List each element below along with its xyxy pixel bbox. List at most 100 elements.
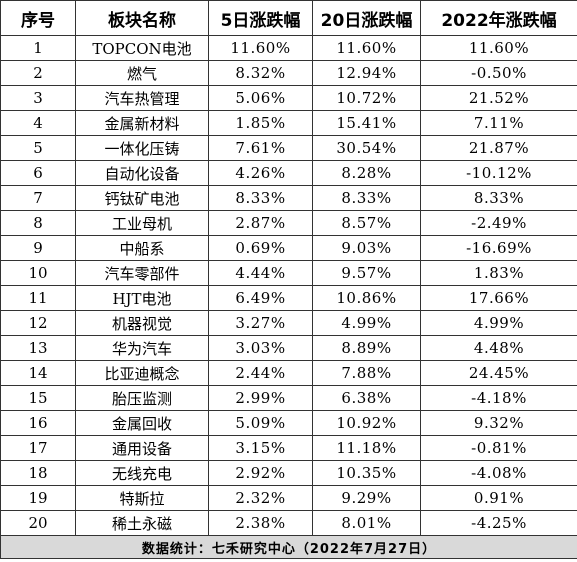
row-index: 18 [0,460,76,486]
row-index: 7 [0,185,76,211]
change-5day: 5.06% [208,85,313,111]
change-20day: 15.41% [312,110,421,136]
row-index: 3 [0,85,76,111]
change-20day: 10.86% [312,285,421,311]
header-2022-change: 2022年涨跌幅 [420,0,577,36]
row-index: 16 [0,410,76,436]
change-2022: 7.11% [420,110,577,136]
change-5day: 11.60% [208,35,313,61]
table-row: 12 机器视觉 3.27% 4.99% 4.99% [0,310,577,336]
change-20day: 8.57% [312,210,421,236]
change-2022: 8.33% [420,185,577,211]
sector-name: TOPCON电池 [75,35,209,61]
change-5day: 5.09% [208,410,313,436]
change-2022: 4.99% [420,310,577,336]
table-row: 3 汽车热管理 5.06% 10.72% 21.52% [0,85,577,111]
change-5day: 0.69% [208,235,313,261]
change-20day: 10.35% [312,460,421,486]
table-row: 8 工业母机 2.87% 8.57% -2.49% [0,210,577,236]
sector-name: 金属回收 [75,410,209,436]
change-5day: 3.27% [208,310,313,336]
table-row: 16 金属回收 5.09% 10.92% 9.32% [0,410,577,436]
header-sector-name: 板块名称 [75,0,209,36]
sector-name: HJT电池 [75,285,209,311]
table-row: 18 无线充电 2.92% 10.35% -4.08% [0,460,577,486]
change-5day: 4.44% [208,260,313,286]
change-2022: 24.45% [420,360,577,386]
change-5day: 6.49% [208,285,313,311]
row-index: 5 [0,135,76,161]
header-row: 序号 板块名称 5日涨跌幅 20日涨跌幅 2022年涨跌幅 [0,0,577,36]
change-20day: 9.57% [312,260,421,286]
change-2022: -10.12% [420,160,577,186]
row-index: 6 [0,160,76,186]
change-5day: 3.15% [208,435,313,461]
table-row: 1 TOPCON电池 11.60% 11.60% 11.60% [0,35,577,61]
change-5day: 1.85% [208,110,313,136]
row-index: 19 [0,485,76,511]
sector-name: 比亚迪概念 [75,360,209,386]
row-index: 2 [0,60,76,86]
change-2022: 0.91% [420,485,577,511]
table-row: 6 自动化设备 4.26% 8.28% -10.12% [0,160,577,186]
change-5day: 2.32% [208,485,313,511]
sector-name: 自动化设备 [75,160,209,186]
change-5day: 7.61% [208,135,313,161]
change-20day: 9.03% [312,235,421,261]
change-2022: 9.32% [420,410,577,436]
sector-name: 通用设备 [75,435,209,461]
change-5day: 2.87% [208,210,313,236]
table-row: 19 特斯拉 2.32% 9.29% 0.91% [0,485,577,511]
change-2022: 11.60% [420,35,577,61]
sector-name: 汽车零部件 [75,260,209,286]
footer-row: 数据统计：七禾研究中心（2022年7月27日） [0,535,577,559]
table-row: 20 稀土永磁 2.38% 8.01% -4.25% [0,510,577,536]
change-20day: 4.99% [312,310,421,336]
change-5day: 3.03% [208,335,313,361]
table-row: 4 金属新材料 1.85% 15.41% 7.11% [0,110,577,136]
sector-name: 金属新材料 [75,110,209,136]
table-row: 5 一体化压铸 7.61% 30.54% 21.87% [0,135,577,161]
row-index: 15 [0,385,76,411]
header-index: 序号 [0,0,76,36]
sector-name: 胎压监测 [75,385,209,411]
table-row: 13 华为汽车 3.03% 8.89% 4.48% [0,335,577,361]
row-index: 12 [0,310,76,336]
change-20day: 11.60% [312,35,421,61]
change-20day: 8.89% [312,335,421,361]
change-20day: 30.54% [312,135,421,161]
change-2022: -4.25% [420,510,577,536]
sector-name: 特斯拉 [75,485,209,511]
change-5day: 8.32% [208,60,313,86]
change-2022: 21.87% [420,135,577,161]
table-row: 9 中船系 0.69% 9.03% -16.69% [0,235,577,261]
sector-name: 无线充电 [75,460,209,486]
row-index: 1 [0,35,76,61]
change-20day: 11.18% [312,435,421,461]
change-20day: 7.88% [312,360,421,386]
change-20day: 6.38% [312,385,421,411]
change-2022: 4.48% [420,335,577,361]
row-index: 13 [0,335,76,361]
change-5day: 2.92% [208,460,313,486]
sector-name: 汽车热管理 [75,85,209,111]
change-2022: 21.52% [420,85,577,111]
sector-name: 华为汽车 [75,335,209,361]
data-source-note: 数据统计：七禾研究中心（2022年7月27日） [0,535,577,559]
change-2022: -16.69% [420,235,577,261]
sector-name: 一体化压铸 [75,135,209,161]
header-20day-change: 20日涨跌幅 [312,0,421,36]
change-2022: 1.83% [420,260,577,286]
change-2022: -0.50% [420,60,577,86]
change-2022: -4.18% [420,385,577,411]
row-index: 9 [0,235,76,261]
row-index: 4 [0,110,76,136]
row-index: 11 [0,285,76,311]
table-row: 17 通用设备 3.15% 11.18% -0.81% [0,435,577,461]
change-5day: 2.44% [208,360,313,386]
change-2022: -4.08% [420,460,577,486]
sector-name: 机器视觉 [75,310,209,336]
table-row: 2 燃气 8.32% 12.94% -0.50% [0,60,577,86]
table-row: 15 胎压监测 2.99% 6.38% -4.18% [0,385,577,411]
